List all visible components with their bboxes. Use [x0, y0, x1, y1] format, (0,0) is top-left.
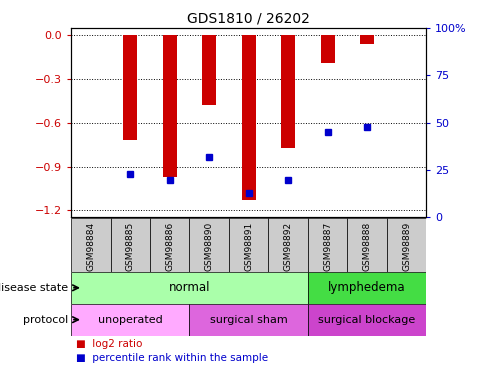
Bar [387, 217, 426, 272]
Text: surgical sham: surgical sham [210, 315, 288, 325]
Bar [308, 304, 426, 336]
Bar [321, 35, 335, 63]
Bar [111, 217, 150, 272]
Text: ■  percentile rank within the sample: ■ percentile rank within the sample [76, 353, 268, 363]
Bar [242, 35, 256, 200]
Text: surgical blockage: surgical blockage [318, 315, 416, 325]
Bar [123, 35, 137, 140]
Bar [71, 304, 190, 336]
Text: GSM98887: GSM98887 [323, 222, 332, 271]
Bar [360, 35, 374, 44]
Bar [308, 272, 426, 304]
Text: GSM98889: GSM98889 [402, 222, 411, 271]
Bar [269, 217, 308, 272]
Bar [347, 217, 387, 272]
Text: GSM98892: GSM98892 [284, 222, 293, 271]
Text: disease state: disease state [0, 283, 69, 293]
Bar [71, 272, 308, 304]
Text: GSM98885: GSM98885 [126, 222, 135, 271]
Text: GSM98890: GSM98890 [205, 222, 214, 271]
Bar [202, 35, 216, 105]
Bar [229, 217, 269, 272]
Text: GSM98884: GSM98884 [86, 222, 95, 271]
Text: unoperated: unoperated [98, 315, 163, 325]
Text: ■  log2 ratio: ■ log2 ratio [76, 339, 142, 349]
Text: protocol: protocol [24, 315, 69, 325]
Bar [308, 217, 347, 272]
Text: normal: normal [169, 281, 210, 294]
Text: GSM98888: GSM98888 [363, 222, 371, 271]
Text: GSM98891: GSM98891 [244, 222, 253, 271]
Bar [281, 35, 295, 148]
Bar [71, 217, 111, 272]
Bar [190, 304, 308, 336]
Text: lymphedema: lymphedema [328, 281, 406, 294]
Bar [163, 35, 176, 177]
Bar [190, 217, 229, 272]
Bar [150, 217, 190, 272]
Text: GSM98886: GSM98886 [165, 222, 174, 271]
Title: GDS1810 / 26202: GDS1810 / 26202 [187, 12, 310, 26]
